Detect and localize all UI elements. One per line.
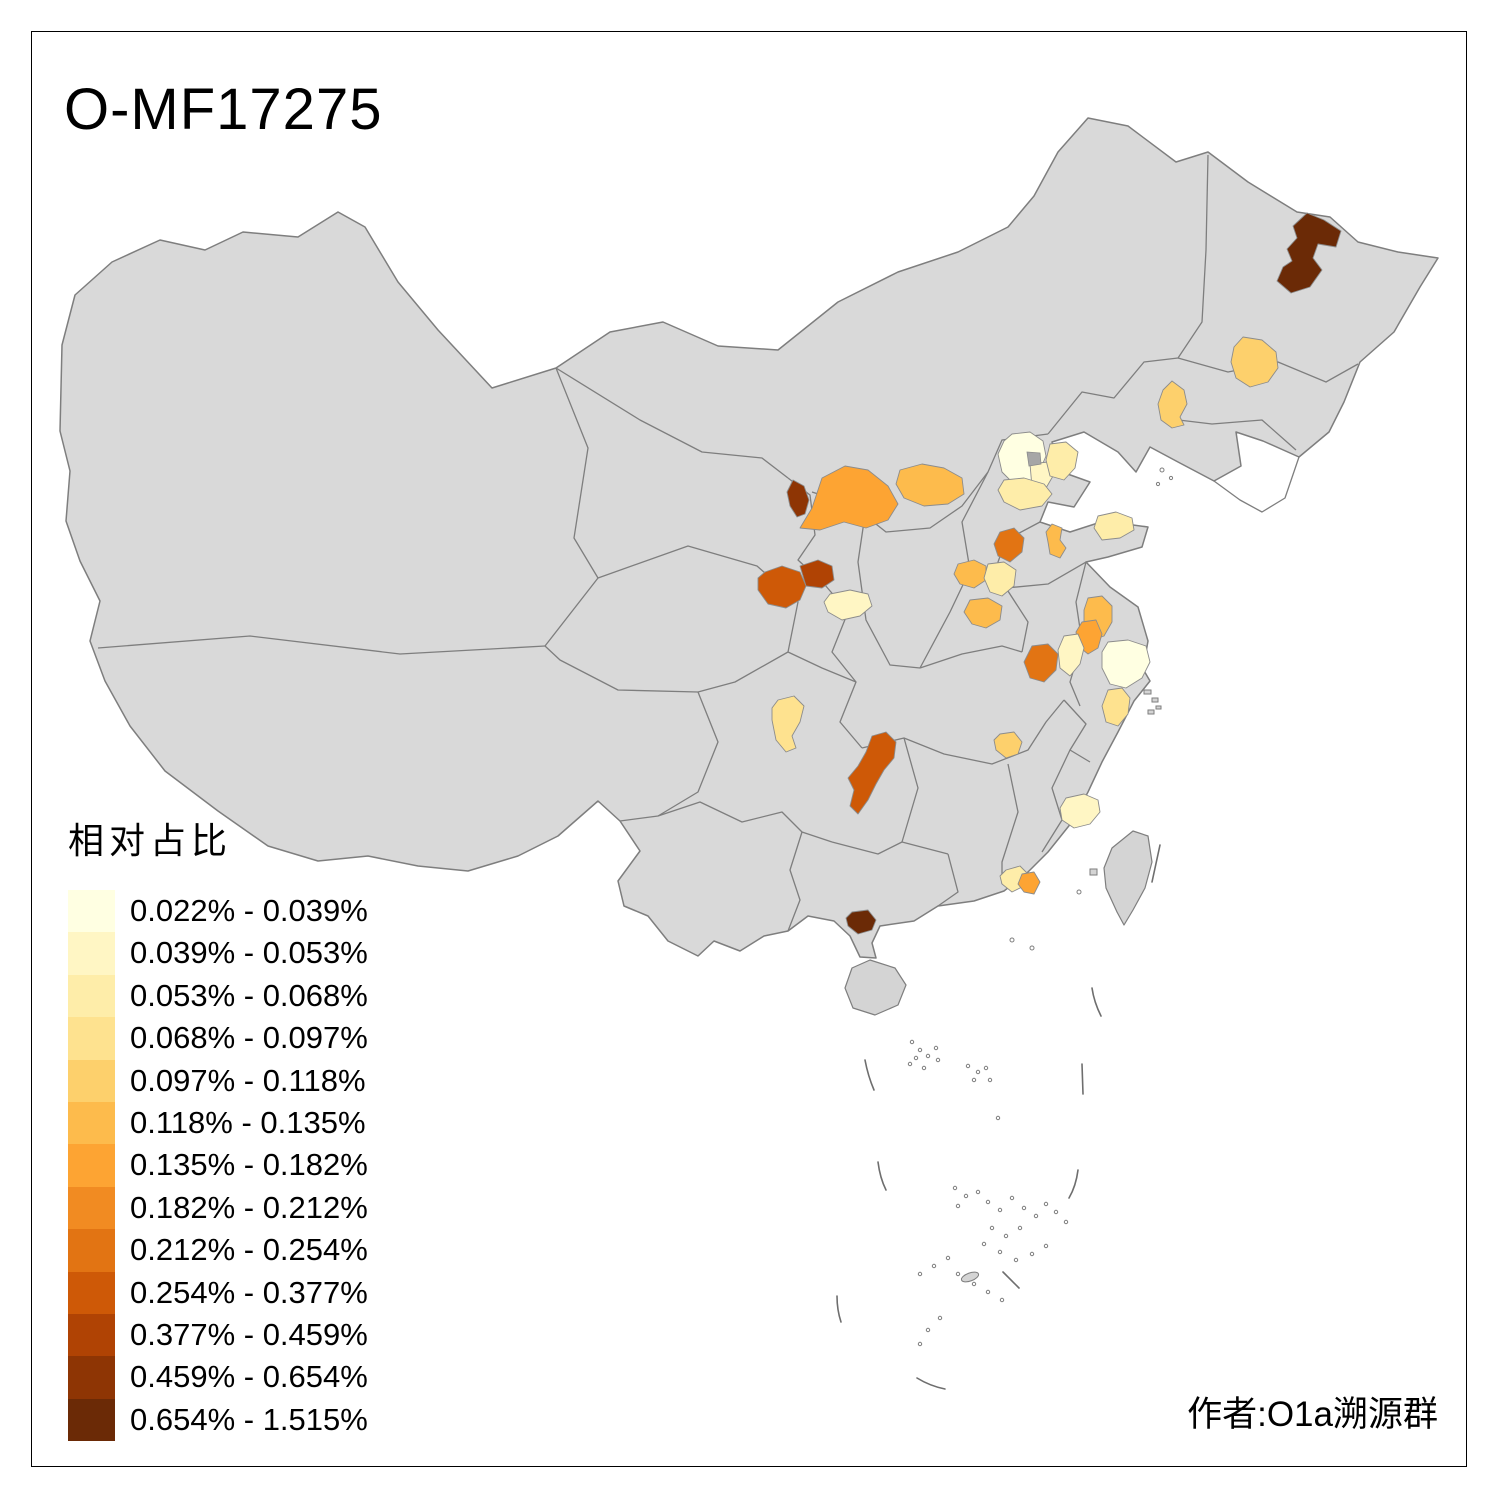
legend-label: 0.068% - 0.097% — [130, 1020, 368, 1056]
legend-item: 0.212% - 0.254% — [68, 1229, 368, 1272]
region-guangxi-coast — [845, 909, 877, 935]
legend-label: 0.097% - 0.118% — [130, 1062, 366, 1098]
legend-swatch — [68, 974, 115, 1018]
region-inner-mongolia-west — [799, 465, 899, 531]
legend-swatch — [68, 1101, 115, 1145]
legend-item: 0.135% - 0.182% — [68, 1144, 368, 1187]
region-anhui-center — [1023, 643, 1059, 683]
region-hubei-east — [993, 731, 1023, 759]
legend-label: 0.377% - 0.459% — [130, 1316, 368, 1352]
legend-item: 0.254% - 0.377% — [68, 1271, 368, 1314]
region-anhui-east — [1057, 633, 1085, 677]
legend: 相对占比 0.022% - 0.039% 0.039% - 0.053% 0.053… — [68, 812, 368, 1442]
legend-label: 0.654% - 1.515% — [130, 1401, 368, 1437]
legend-item: 0.068% - 0.097% — [68, 1017, 368, 1060]
region-northeast-dark — [1276, 212, 1342, 294]
legend-swatch — [68, 1271, 115, 1314]
credit-text: 作者:O1a溯源群 — [1187, 1395, 1438, 1434]
china-mainland — [59, 117, 1439, 959]
legend-item: 0.377% - 0.459% — [68, 1313, 368, 1357]
taiwan-island — [1103, 830, 1153, 926]
region-hebei-east — [1045, 441, 1079, 481]
legend-item: 0.459% - 0.654% — [68, 1356, 368, 1399]
legend-item: 0.118% - 0.135% — [68, 1101, 368, 1145]
legend-swatch — [68, 1186, 115, 1230]
legend-item: 0.097% - 0.118% — [68, 1059, 368, 1102]
region-jilin — [1230, 336, 1279, 388]
legend-swatch — [68, 1059, 115, 1102]
sea-boundary-dashes — [836, 844, 1161, 1390]
region-inner-mongolia-mid — [895, 463, 965, 507]
region-jiangsu-coast — [1101, 639, 1151, 689]
region-guangdong-east-orange — [1017, 871, 1041, 895]
legend-label: 0.135% - 0.182% — [130, 1147, 368, 1183]
choropleth-regions — [757, 212, 1342, 935]
legend-label: 0.053% - 0.068% — [130, 977, 368, 1013]
legend-swatch — [68, 1229, 115, 1272]
legend-swatch — [68, 1144, 115, 1187]
region-chongqing — [847, 731, 897, 815]
legend-label: 0.022% - 0.039% — [130, 893, 368, 928]
region-fujian-coast — [1059, 793, 1101, 829]
region-gansu-south — [823, 589, 873, 621]
legend-items: 0.022% - 0.039% 0.039% - 0.053% 0.053% - 0… — [68, 890, 368, 1442]
legend-swatch — [68, 1017, 115, 1060]
legend-item: 0.654% - 1.515% — [68, 1398, 368, 1442]
hainan-island — [844, 959, 907, 1016]
legend-label: 0.039% - 0.053% — [130, 935, 368, 971]
region-shandong-west — [993, 527, 1025, 563]
region-gansu-west — [757, 565, 807, 609]
region-ningxia — [786, 479, 810, 518]
small-islands — [907, 467, 1174, 1347]
region-henan-north — [953, 559, 987, 589]
legend-swatch — [68, 932, 115, 975]
legend-item: 0.053% - 0.068% — [68, 974, 368, 1018]
legend-label: 0.459% - 0.654% — [130, 1359, 368, 1395]
region-henan-northeast — [983, 561, 1017, 597]
province-borders — [97, 154, 1359, 932]
region-hebei-south — [997, 477, 1053, 511]
legend-label: 0.118% - 0.135% — [130, 1104, 366, 1140]
legend-swatch — [68, 1398, 115, 1442]
legend-item: 0.182% - 0.212% — [68, 1186, 368, 1230]
region-shandong-center — [1045, 523, 1067, 559]
region-jiangsu-south — [1101, 687, 1131, 727]
legend-item: 0.039% - 0.053% — [68, 932, 368, 975]
legend-label: 0.212% - 0.254% — [130, 1232, 368, 1268]
region-sichuan-north — [771, 695, 805, 753]
legend-label: 0.254% - 0.377% — [130, 1274, 368, 1310]
legend-swatch — [68, 890, 115, 933]
page-title: O-MF17275 — [64, 77, 383, 142]
region-urban-enclave — [1026, 451, 1042, 467]
legend-swatch — [68, 1313, 115, 1357]
region-henan-center — [963, 597, 1003, 629]
region-shandong-east — [1093, 511, 1135, 541]
legend-swatch — [68, 1356, 115, 1399]
legend-item: 0.022% - 0.039% — [68, 890, 368, 933]
legend-label: 0.182% - 0.212% — [130, 1189, 368, 1225]
legend-title: 相对占比 — [68, 820, 233, 861]
region-liaoning-west — [1157, 380, 1188, 429]
